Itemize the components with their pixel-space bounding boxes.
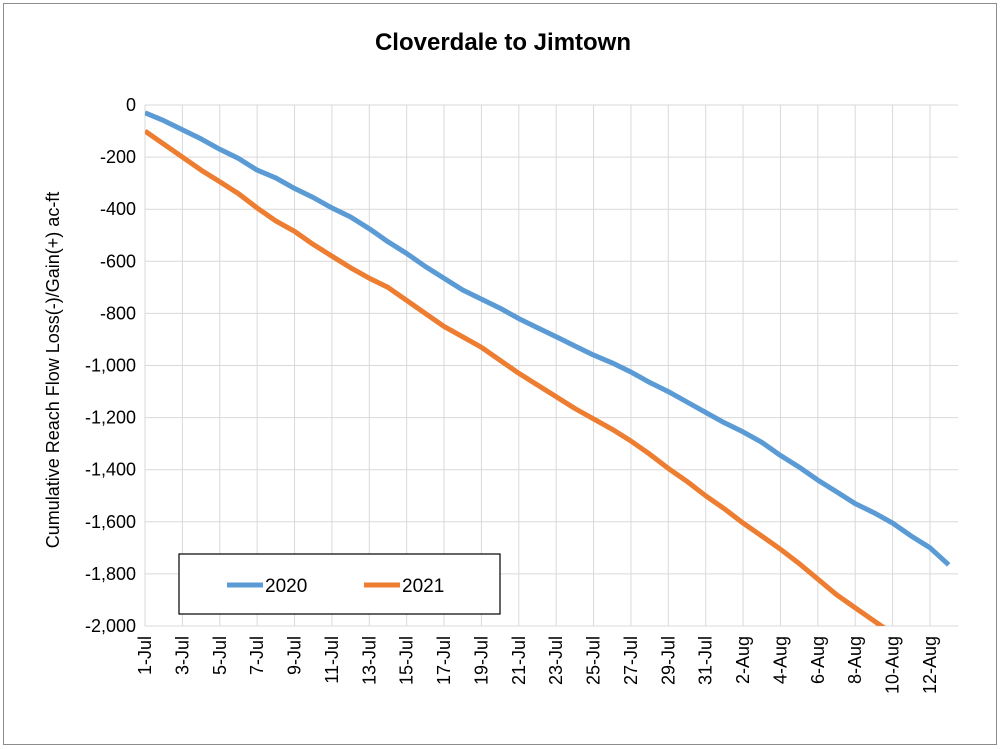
x-tick-label: 29-Jul	[658, 636, 678, 685]
y-tick-label: -600	[100, 251, 136, 271]
y-tick-label: -1,200	[85, 408, 136, 428]
x-tick-label: 3-Jul	[172, 636, 192, 675]
legend-label-2020: 2020	[265, 576, 307, 597]
x-tick-label: 31-Jul	[696, 636, 716, 685]
legend-label-2021: 2021	[402, 576, 444, 597]
y-tick-label: 0	[126, 95, 136, 115]
x-tick-label: 4-Aug	[770, 636, 790, 684]
y-axis-label: Cumulative Reach Flow Loss(-)/Gain(+) ac…	[43, 192, 63, 549]
x-tick-labels: 1-Jul 3-Jul 5-Jul 7-Jul 9-Jul 11-Jul 13-Jul 15-…	[135, 636, 940, 694]
x-tick-label: 21-Jul	[509, 636, 529, 685]
x-tick-label: 11-Jul	[322, 636, 342, 684]
y-tick-label: -1,000	[85, 356, 136, 376]
y-tick-label: -1,800	[85, 564, 136, 584]
x-tick-label: 25-Jul	[584, 636, 604, 685]
legend: 2020 2021	[178, 553, 501, 615]
series-line-2021	[145, 129, 886, 626]
y-tick-label: -800	[100, 303, 136, 323]
x-tick-label: 27-Jul	[621, 636, 641, 685]
x-tick-label: 9-Jul	[285, 636, 305, 675]
x-tick-label: 19-Jul	[471, 636, 491, 685]
x-tick-label: 12-Aug	[920, 636, 940, 694]
y-tick-label: -2,000	[85, 616, 136, 636]
series-lines	[145, 110, 951, 626]
x-tick-label: 23-Jul	[546, 636, 566, 685]
x-tick-label: 6-Aug	[808, 636, 828, 684]
y-tick-label: -400	[100, 199, 136, 219]
x-tick-label: 2-Aug	[733, 636, 753, 684]
x-tick-label: 8-Aug	[845, 636, 865, 684]
y-tick-label: -1,600	[85, 512, 136, 532]
x-tick-label: 17-Jul	[434, 636, 454, 685]
x-tick-label: 13-Jul	[359, 636, 379, 685]
x-tick-label: 5-Jul	[210, 636, 230, 675]
series-line-2020	[145, 110, 951, 567]
gridlines	[144, 104, 958, 627]
y-tick-label: -200	[100, 147, 136, 167]
x-tick-label: 15-Jul	[397, 636, 417, 685]
x-tick-label: 10-Aug	[883, 636, 903, 694]
x-tick-label: 1-Jul	[135, 636, 155, 675]
y-tick-label: -1,400	[85, 460, 136, 480]
y-tick-labels: 0 -200 -400 -600 -800 -1,000 -1,200 -1,400 -1,60…	[85, 95, 136, 636]
chart-title: Cloverdale to Jimtown	[375, 29, 631, 56]
x-tick-label: 7-Jul	[247, 636, 267, 675]
chart-frame	[3, 3, 997, 745]
